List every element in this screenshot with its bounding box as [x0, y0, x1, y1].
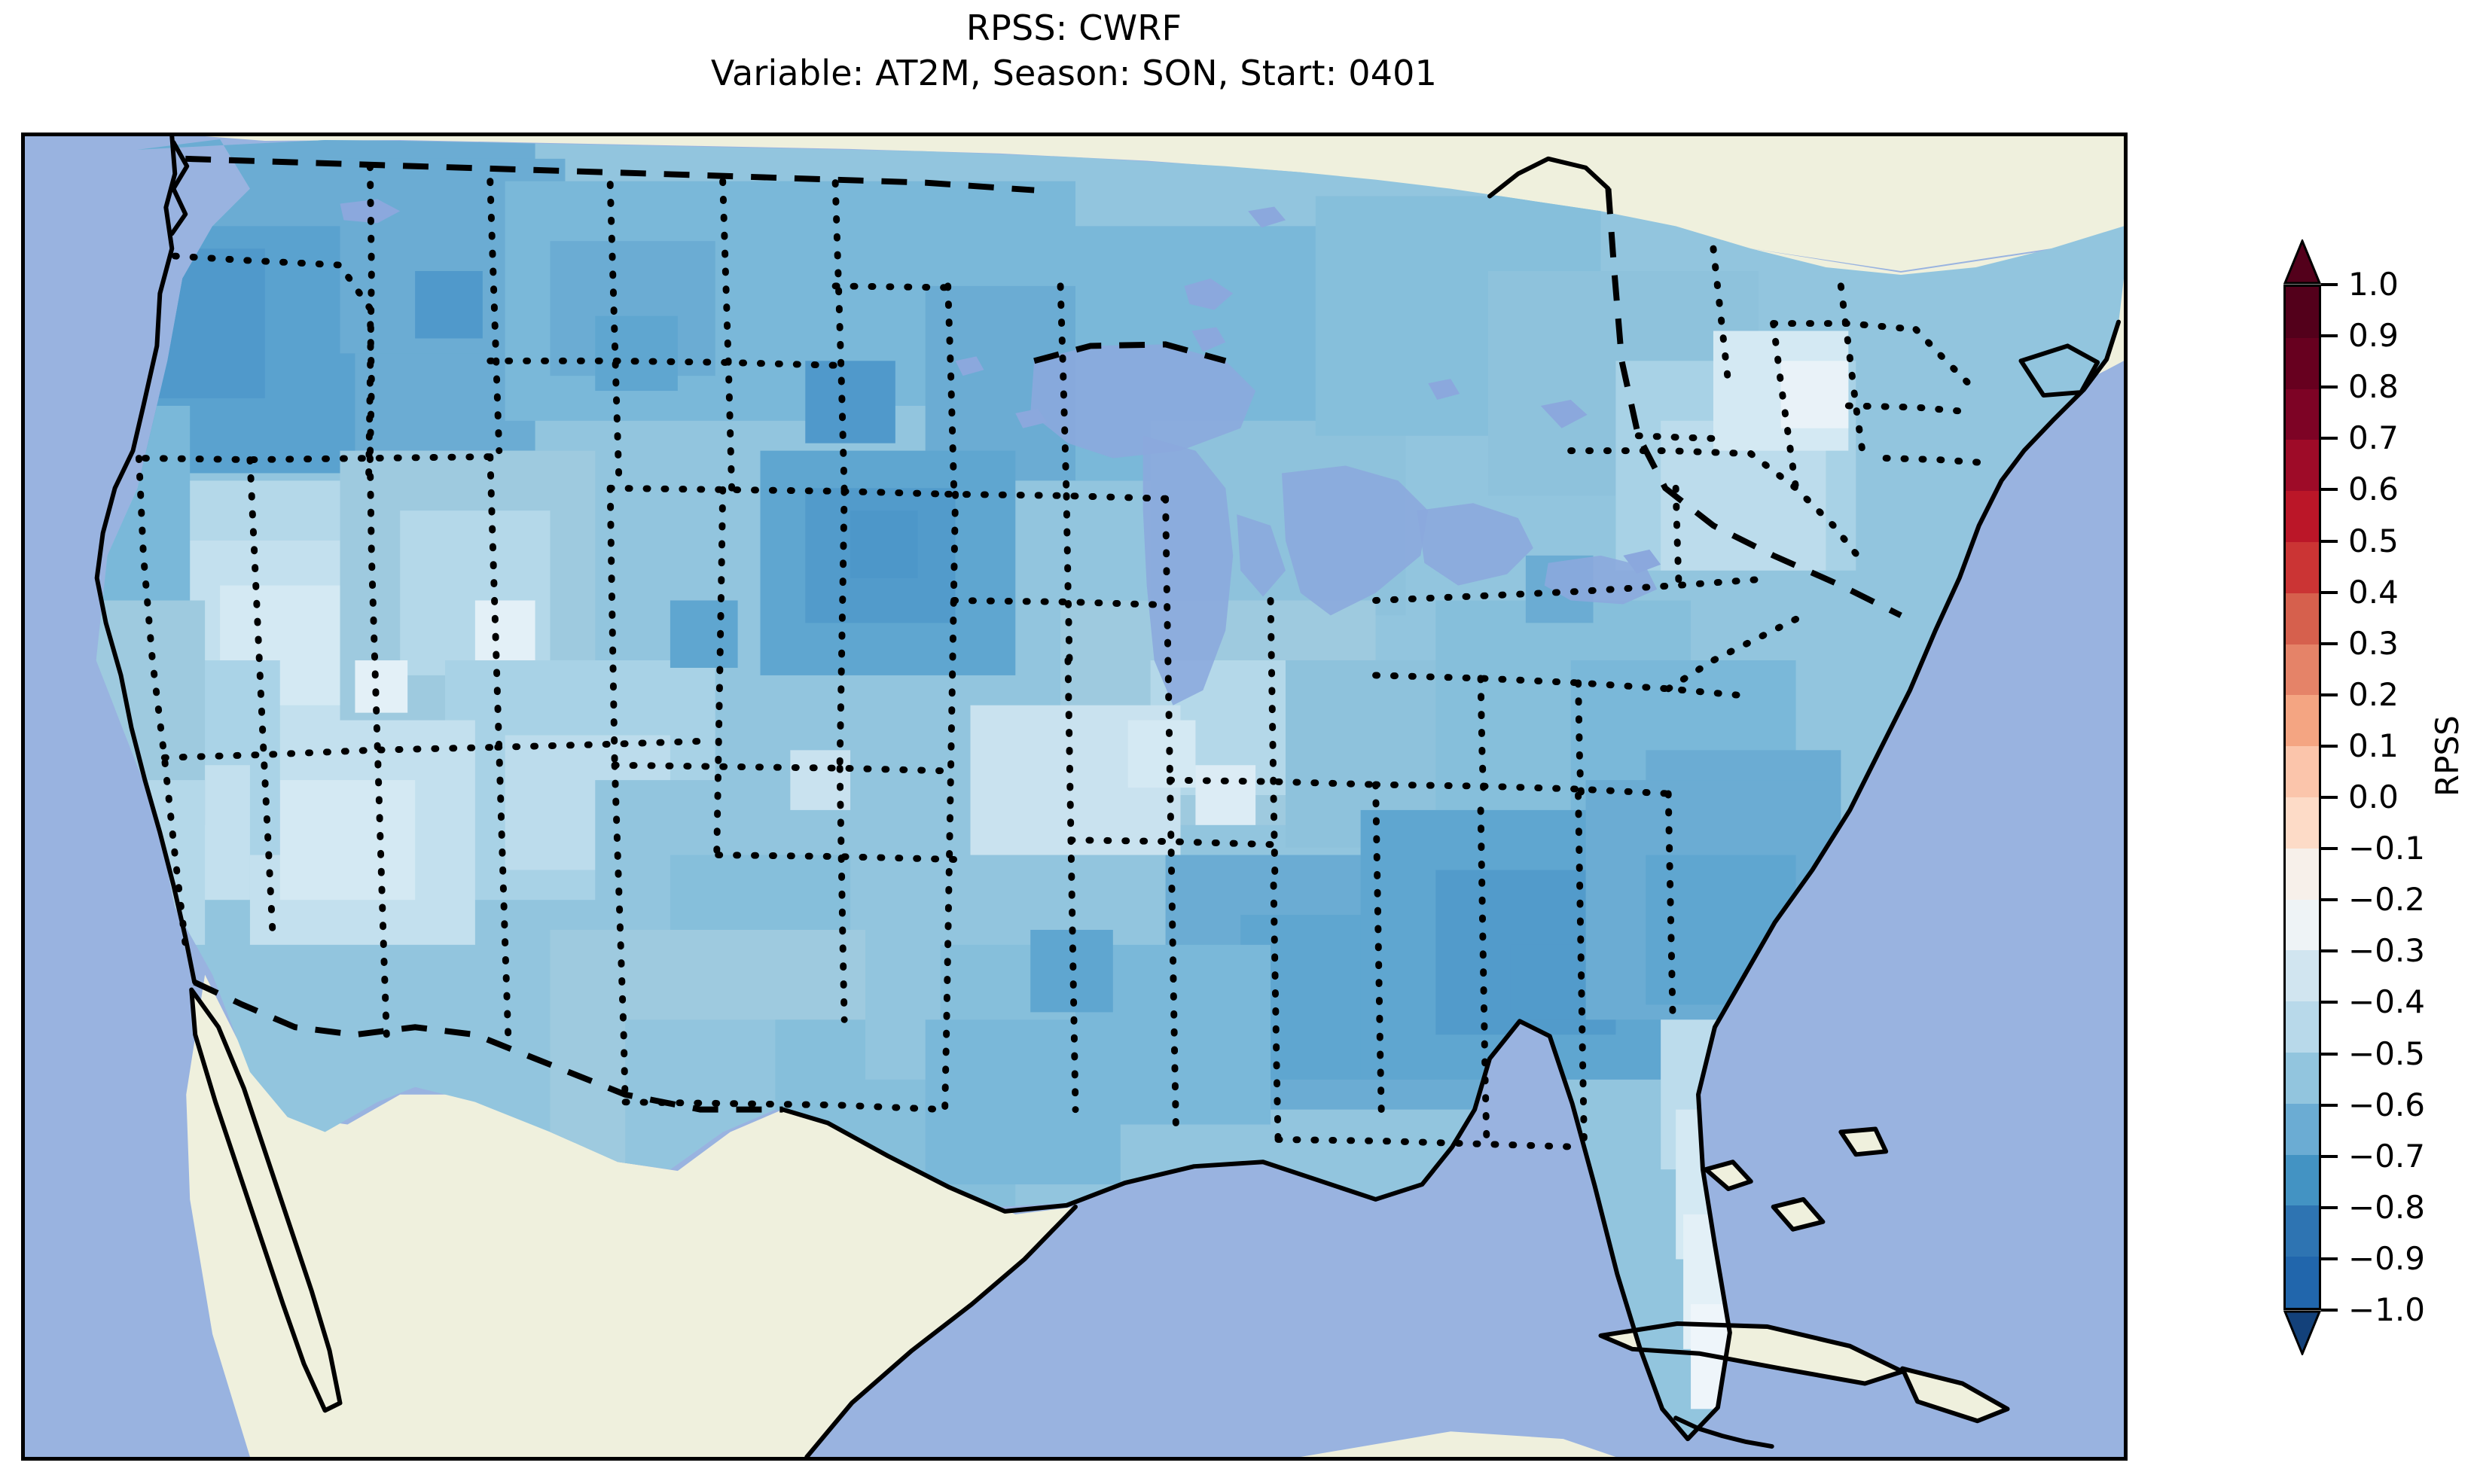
colorbar-tick-mark: [2321, 1257, 2338, 1260]
colorbar-ticks: 1.0 0.9 0.8 0.7 0.6 0.5 0.4 0.3 0.2 0.1 0.0 −0.1 −0.…: [2321, 266, 2474, 1328]
colorbar-tick-label: 0.6: [2348, 471, 2399, 508]
colorbar-tick-label: −0.5: [2348, 1035, 2425, 1072]
colorbar-tick-label: −0.2: [2348, 881, 2425, 919]
colorbar-tick-mark: [2321, 744, 2338, 748]
colorbar-tick-mark: [2321, 488, 2338, 492]
colorbar-extend-top-arrow: [2283, 239, 2321, 285]
colorbar-swatch: [2286, 1257, 2319, 1308]
colorbar-tick-label: −0.7: [2348, 1137, 2425, 1175]
map-axes: [21, 133, 2128, 1461]
figure-title: RPSS: CWRF Variable: AT2M, Season: SON, …: [0, 6, 2148, 96]
colorbar-tick-label: 0.4: [2348, 573, 2399, 611]
colorbar-tick-mark: [2321, 539, 2338, 543]
colorbar-swatch: [2286, 337, 2319, 389]
colorbar-swatch: [2286, 440, 2319, 492]
colorbar-tick-label: 0.0: [2348, 779, 2399, 815]
colorbar-tick-label: −0.1: [2348, 830, 2425, 867]
colorbar-swatch: [2286, 1001, 2319, 1053]
colorbar-tick-label: 0.8: [2348, 368, 2399, 406]
colorbar-swatch: [2286, 1154, 2319, 1206]
colorbar-tick-label: 0.1: [2348, 727, 2399, 764]
colorbar-swatch: [2286, 287, 2319, 338]
colorbar-tick-mark: [2321, 334, 2338, 338]
colorbar-swatch: [2286, 899, 2319, 951]
inland-lakes: [340, 199, 1661, 574]
colorbar-tick-mark: [2321, 1309, 2338, 1312]
colorbar-tick-mark: [2321, 1205, 2338, 1209]
colorbar-tick-label: 0.5: [2348, 522, 2399, 559]
coastlines: [94, 136, 2122, 1457]
colorbar-extend-bottom-arrow: [2283, 1310, 2321, 1355]
colorbar-tick-mark: [2321, 590, 2338, 594]
colorbar-swatch: [2286, 593, 2319, 644]
colorbar: 1.0 0.9 0.8 0.7 0.6 0.5 0.4 0.3 0.2 0.1 0.0 −0.1 −0.…: [2283, 239, 2425, 1355]
colorbar-tick-mark: [2321, 847, 2338, 851]
colorbar-tick-label: 1.0: [2348, 266, 2399, 303]
colorbar-tick-mark: [2321, 796, 2338, 799]
colorbar-tick-label: −0.6: [2348, 1086, 2425, 1123]
colorbar-tick-mark: [2321, 693, 2338, 696]
colorbar-swatch: [2286, 491, 2319, 542]
colorbar-swatch: [2286, 797, 2319, 849]
colorbar-swatch: [2286, 695, 2319, 747]
colorbar-tick-label: −0.8: [2348, 1188, 2425, 1226]
colorbar-tick-label: −1.0: [2348, 1291, 2425, 1328]
colorbar-swatch: [2286, 389, 2319, 440]
colorbar-tick-mark: [2321, 437, 2338, 440]
colorbar-tick-label: −0.4: [2348, 983, 2425, 1021]
colorbar-swatch: [2286, 1205, 2319, 1257]
colorbar-swatch: [2286, 644, 2319, 696]
colorbar-tick-label: 0.3: [2348, 624, 2399, 662]
colorbar-tick-label: 0.9: [2348, 317, 2399, 355]
colorbar-tick-label: −0.3: [2348, 932, 2425, 970]
colorbar-tick-mark: [2321, 1052, 2338, 1056]
title-line-1: RPSS: CWRF: [966, 8, 1182, 48]
colorbar-tick-mark: [2321, 385, 2338, 389]
colorbar-tick-mark: [2321, 949, 2338, 953]
colorbar-swatch: [2286, 541, 2319, 593]
state-borders: [135, 163, 1987, 1150]
colorbar-tick-mark: [2321, 641, 2338, 645]
colorbar-swatch: [2286, 950, 2319, 1002]
colorbar-swatch: [2286, 1103, 2319, 1155]
colorbar-tick-mark: [2321, 898, 2338, 902]
colorbar-swatch: [2286, 746, 2319, 797]
colorbar-swatch: [2286, 848, 2319, 900]
colorbar-tick-label: −0.9: [2348, 1239, 2425, 1277]
colorbar-swatch: [2286, 1052, 2319, 1104]
title-line-2: Variable: AT2M, Season: SON, Start: 0401: [710, 52, 1438, 93]
colorbar-tick-label: 0.2: [2348, 675, 2399, 713]
colorbar-tick-mark: [2321, 1154, 2338, 1158]
colorbar-tick-mark: [2321, 1103, 2338, 1107]
map-svg: [25, 136, 2124, 1457]
colorbar-tick-label: 0.7: [2348, 419, 2399, 457]
colorbar-gradient: [2283, 285, 2321, 1310]
colorbar-tick-mark: [2321, 1001, 2338, 1004]
colorbar-tick-mark: [2321, 283, 2338, 286]
